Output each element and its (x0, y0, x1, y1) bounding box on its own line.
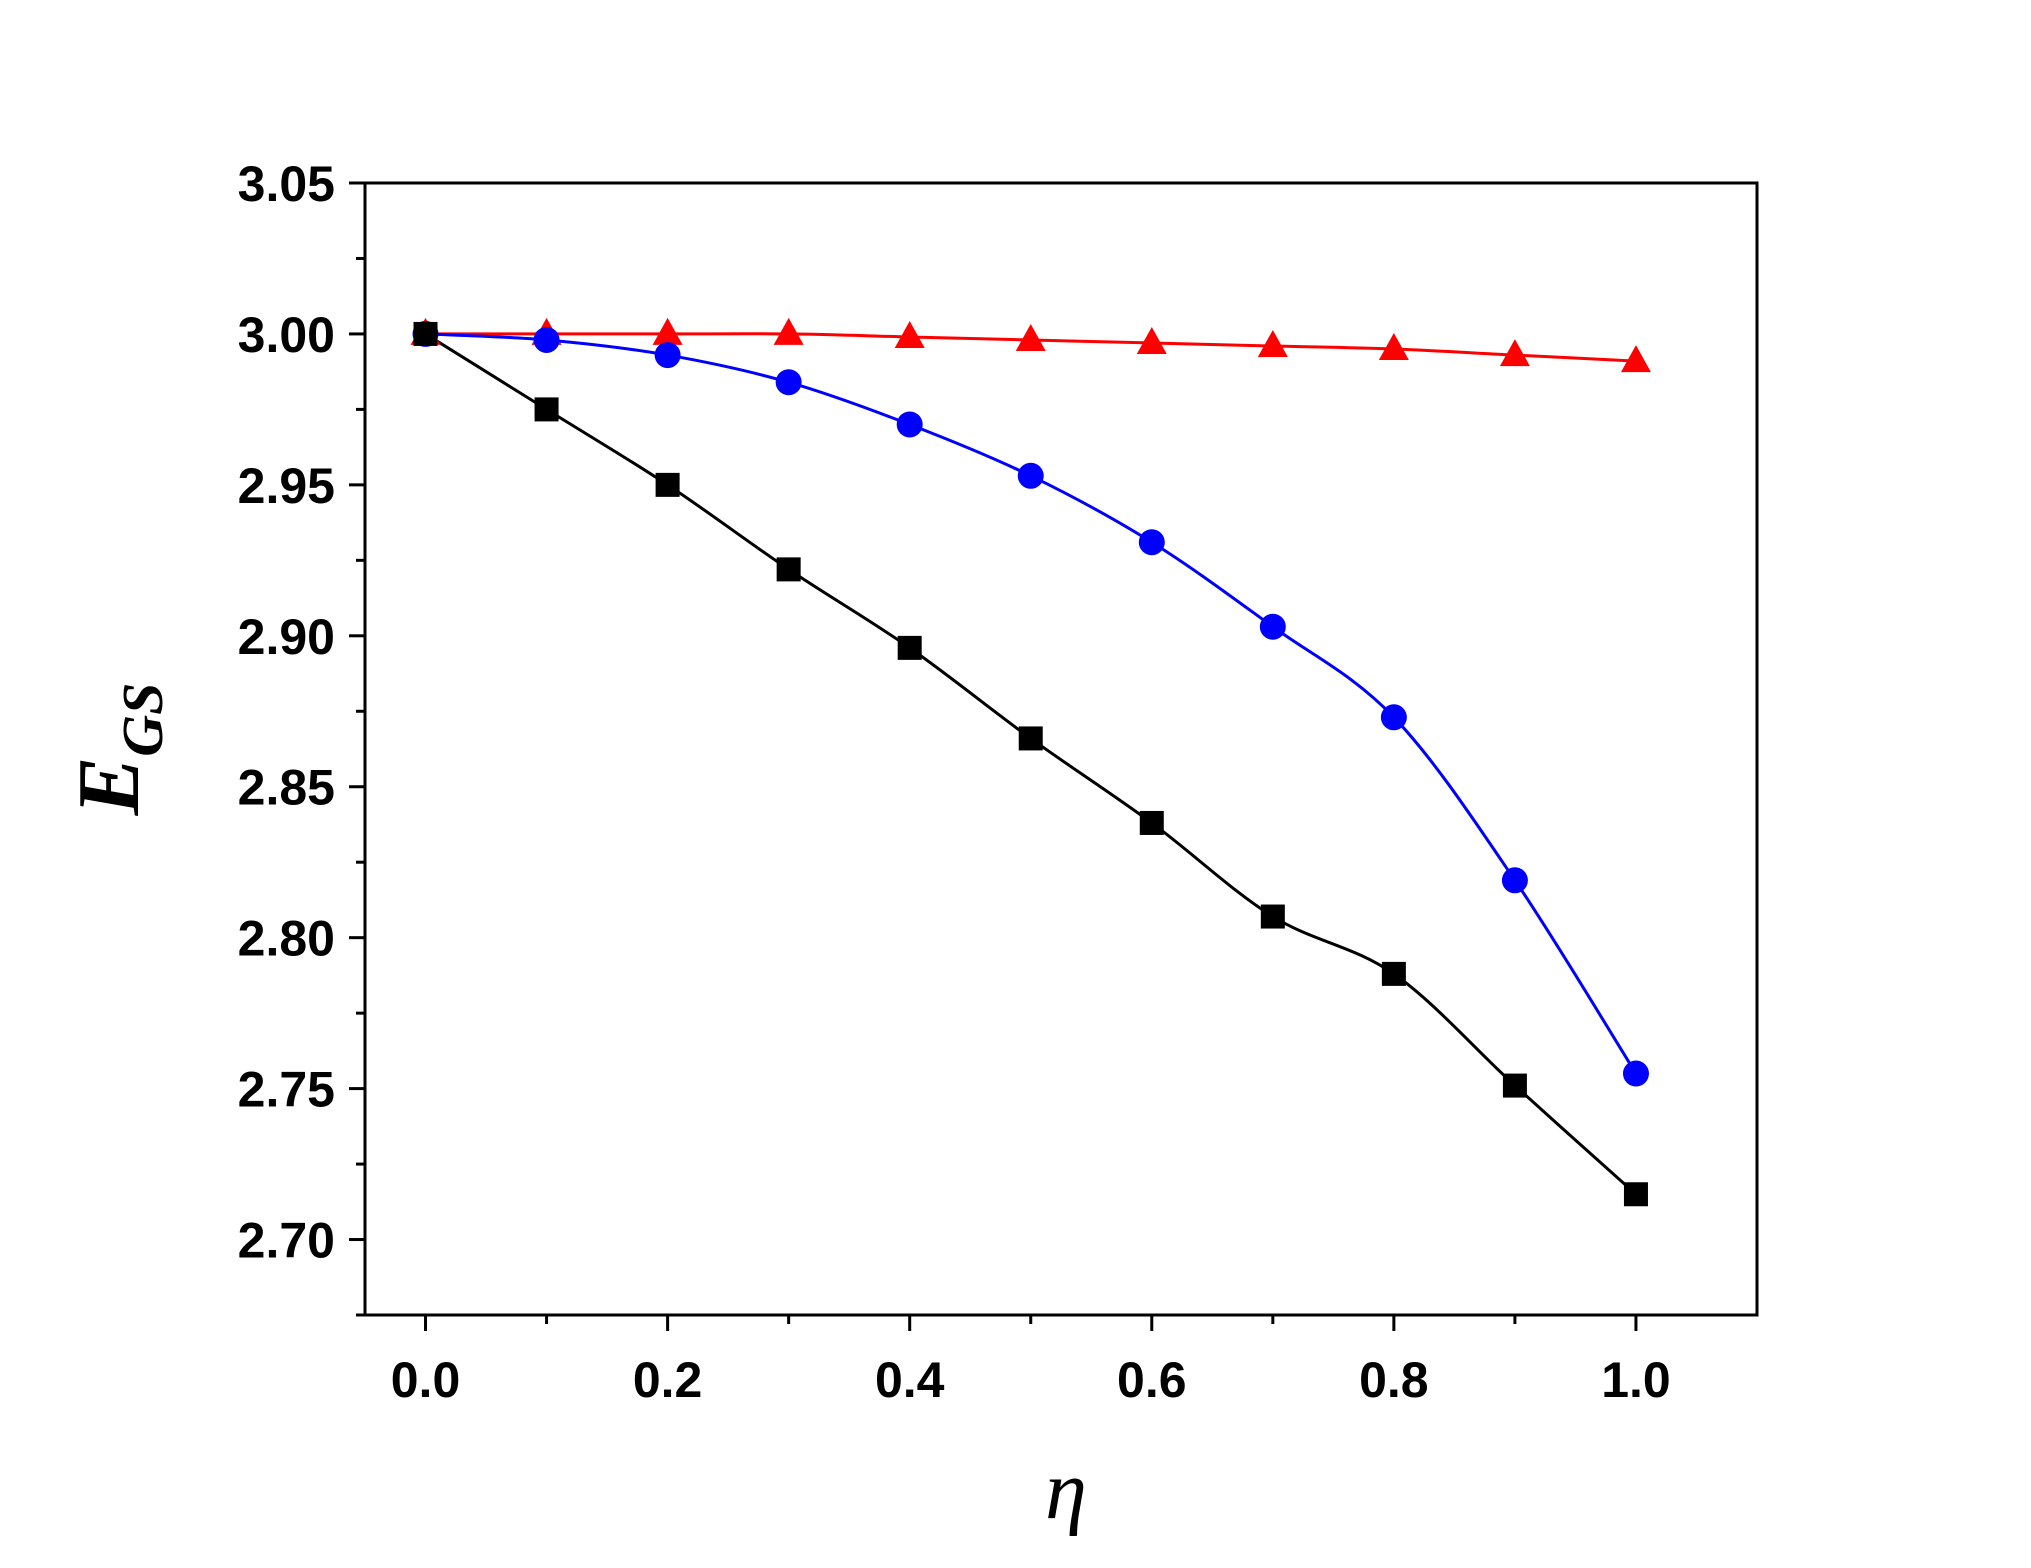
data-point-triangle (894, 320, 925, 348)
y-axis-title-main: E (61, 757, 158, 817)
x-tick-label: 0.0 (391, 1352, 461, 1408)
y-tick-label: 2.90 (238, 609, 335, 665)
data-point-circle (1380, 704, 1407, 731)
data-point-triangle (652, 317, 683, 345)
data-point-circle (896, 411, 923, 438)
data-point-triangle (1499, 339, 1530, 367)
data-point-triangle (1015, 323, 1046, 351)
data-point-circle (1622, 1060, 1649, 1087)
data-point-triangle (1620, 345, 1651, 373)
y-tick-label: 2.95 (238, 458, 335, 514)
x-tick-label: 0.2 (633, 1352, 703, 1408)
data-point-triangle (773, 317, 804, 345)
y-tick-label: 3.05 (238, 156, 335, 212)
data-point-circle (1138, 529, 1165, 556)
data-point-circle (654, 342, 681, 369)
data-point-square (1381, 961, 1406, 986)
y-tick-label: 2.75 (238, 1062, 335, 1118)
axis-tick-labels: 0.0 0.2 0.4 0.6 0.8 1.0 2.70 2.75 2.80 2.85 2.90 2.… (238, 156, 1671, 1408)
data-point-square (655, 472, 680, 497)
data-point-triangle (1136, 326, 1167, 354)
x-tick-label: 0.8 (1359, 1352, 1429, 1408)
y-axis-title: EGS (61, 683, 175, 817)
data-point-circle (1501, 867, 1528, 894)
data-point-square (1260, 904, 1285, 929)
data-point-circle (1259, 613, 1286, 640)
x-tick-label: 0.6 (1117, 1352, 1187, 1408)
data-point-square (1623, 1182, 1648, 1207)
data-point-square (1502, 1073, 1527, 1098)
series-line-circle (425, 332, 1638, 1075)
data-point-square (534, 397, 559, 422)
data-point-square (776, 557, 801, 582)
data-point-circle (1017, 462, 1044, 489)
y-axis-title-subscript: GS (110, 683, 175, 757)
x-tick-label: 1.0 (1601, 1352, 1671, 1408)
plot-frame (363, 181, 1759, 1317)
data-point-square (1018, 726, 1043, 751)
data-point-square (413, 321, 438, 346)
data-point-triangle (1378, 333, 1409, 361)
y-tick-label: 3.00 (238, 307, 335, 363)
y-tick-label: 2.85 (238, 760, 335, 816)
data-point-circle (533, 326, 560, 353)
series-lines (424, 332, 1638, 1196)
data-point-circle (775, 369, 802, 396)
y-tick-label: 2.80 (238, 911, 335, 967)
data-point-triangle (1257, 330, 1288, 358)
data-point-square (1139, 810, 1164, 835)
axis-ticks (349, 181, 1638, 1331)
x-tick-label: 0.4 (875, 1352, 945, 1408)
data-point-square (897, 635, 922, 660)
series-markers (410, 317, 1651, 1207)
y-tick-label: 2.70 (238, 1213, 335, 1269)
x-axis-title: η (1045, 1444, 1087, 1537)
